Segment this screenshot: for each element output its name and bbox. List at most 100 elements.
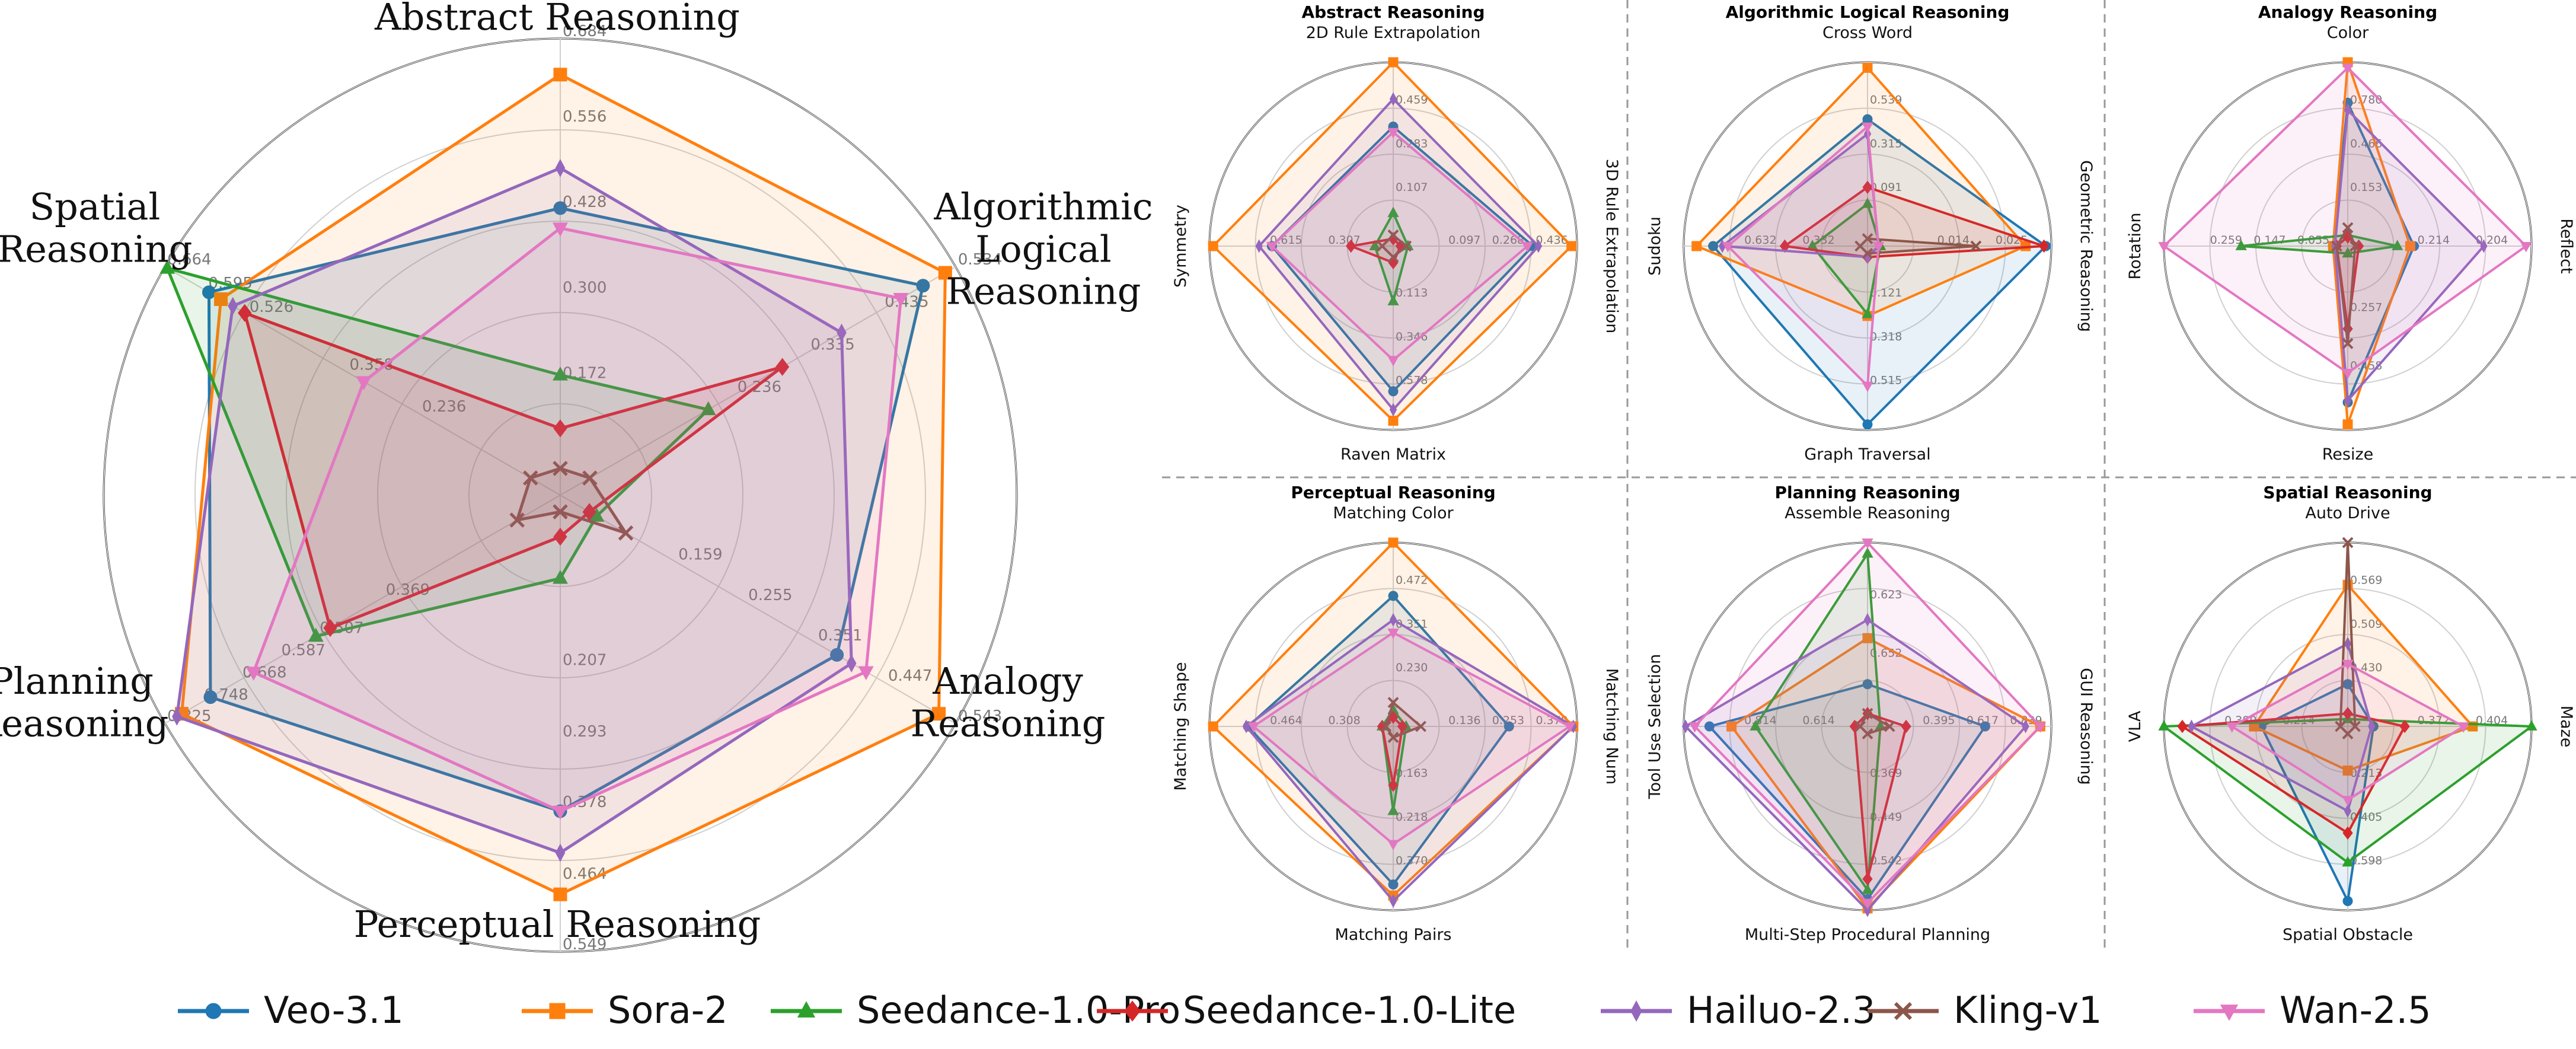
radar-tick-label: 0.335 xyxy=(810,336,854,353)
series-point-kling-v1 xyxy=(1387,251,1399,263)
series-point-wan-2-5 xyxy=(1862,381,1873,393)
axis-label-2d-rule-extrapolation: 2D Rule Extrapolation xyxy=(1306,24,1481,42)
series-point-seedance-1-0-pro xyxy=(700,401,716,416)
series-point-hailuo-2-3 xyxy=(2344,103,2352,117)
series-point-hailuo-2-3 xyxy=(172,707,182,726)
radar-tick-label: 0.464 xyxy=(1270,714,1302,727)
series-wan-2-5 xyxy=(1722,122,1885,393)
series-point-kling-v1 xyxy=(509,512,525,528)
series-hailuo-2-3 xyxy=(1681,613,2029,917)
series-point-hailuo-2-3 xyxy=(2344,804,2352,818)
radar-tick-label: 0.163 xyxy=(1396,767,1428,780)
series-seedance-1-0-pro xyxy=(1806,197,1886,318)
series-point-veo-3-1 xyxy=(916,279,930,293)
series-point-sora-2 xyxy=(553,887,567,901)
radar-tick-label: 0.447 xyxy=(888,667,932,685)
axis-label-algorithmic-logical-reasoning: Algorithmic Logical Reasoning xyxy=(933,185,1153,313)
radar-tick-label: 0.207 xyxy=(563,651,607,669)
axis-label-auto-drive: Auto Drive xyxy=(2305,504,2390,522)
radar-tick-label: 0.632 xyxy=(1744,234,1776,247)
legend-marker xyxy=(205,1003,222,1019)
series-point-wan-2-5 xyxy=(1872,242,1885,253)
series-point-kling-v1 xyxy=(2335,720,2347,732)
legend-label: Kling-v1 xyxy=(1953,989,2102,1032)
series-point-kling-v1 xyxy=(1884,720,1895,732)
radar-tick-label: 0.230 xyxy=(1396,661,1428,674)
radar-tick-label: 0.315 xyxy=(1870,137,1902,150)
series-wan-2-5 xyxy=(2158,63,2532,380)
axis-label-rotation: Rotation xyxy=(2126,213,2144,280)
axis-label-gui-reasoning: GUI Reasoning xyxy=(2077,668,2095,785)
axis-label-3d-rule-extrapolation: 3D Rule Extrapolation xyxy=(1603,159,1621,334)
series-point-seedance-1-0-lite xyxy=(1862,180,1873,195)
series-kling-v1 xyxy=(1854,233,1982,259)
series-point-seedance-1-0-lite xyxy=(2038,239,2050,253)
radar-tick-label: 0.236 xyxy=(738,378,781,396)
series-point-seedance-1-0-lite xyxy=(1862,872,1873,886)
series-point-sora-2 xyxy=(1862,633,1873,643)
axis-label-raven-matrix: Raven Matrix xyxy=(1340,445,1446,464)
series-point-hailuo-2-3 xyxy=(1389,403,1397,417)
series-point-seedance-1-0-pro xyxy=(1862,197,1873,208)
series-point-wan-2-5 xyxy=(1266,242,1278,253)
series-wan-2-5 xyxy=(1266,127,1533,366)
series-point-seedance-1-0-lite xyxy=(2177,719,2188,734)
radar-tick-label: 0.459 xyxy=(1396,94,1428,107)
series-hailuo-2-3 xyxy=(172,159,857,862)
series-point-kling-v1 xyxy=(2342,537,2354,549)
radar-tick-label: 0.684 xyxy=(563,23,607,40)
series-kling-v1 xyxy=(1854,707,1895,739)
series-point-seedance-1-0-lite xyxy=(553,528,567,546)
radar-spoke xyxy=(560,266,956,496)
axis-label-maze: Maze xyxy=(2557,706,2575,748)
legend-item-sora-2: Sora-2 xyxy=(522,989,728,1032)
series-point-wan-2-5 xyxy=(2342,796,2354,806)
legend-item-hailuo-2-3: Hailuo-2.3 xyxy=(1601,989,1875,1032)
panel-title: Analogy Reasoning xyxy=(2258,2,2437,22)
radar-tick-label: 0.449 xyxy=(1870,811,1902,824)
series-point-wan-2-5 xyxy=(2342,369,2354,380)
series-point-wan-2-5 xyxy=(1387,629,1399,639)
series-point-wan-2-5 xyxy=(1862,898,1873,910)
radar-tick-label: 0.308 xyxy=(1328,714,1360,727)
series-point-sora-2 xyxy=(1388,57,1399,68)
series-point-hailuo-2-3 xyxy=(1534,239,1543,253)
radar-tick-label: 0.515 xyxy=(1870,374,1902,387)
series-point-seedance-1-0-pro xyxy=(1862,308,1873,318)
series-point-kling-v1 xyxy=(1376,240,1388,252)
axis-label-cross-word: Cross Word xyxy=(1822,24,1913,42)
series-point-sora-2 xyxy=(1208,241,1218,251)
series-point-kling-v1 xyxy=(523,470,538,486)
series-point-wan-2-5 xyxy=(2342,63,2354,74)
series-point-kling-v1 xyxy=(1387,229,1399,241)
axis-label-tool-use-selection: Tool Use Selection xyxy=(1646,654,1664,799)
axis-label-geometric-reasoning: Geometric Reasoning xyxy=(2077,160,2095,332)
series-point-veo-3-1 xyxy=(202,285,216,299)
series-point-kling-v1 xyxy=(618,525,634,541)
radar-tick-label: 0.218 xyxy=(1396,811,1428,824)
radar-tick-label: 0.464 xyxy=(563,865,607,883)
legend-marker xyxy=(549,1003,566,1019)
series-point-seedance-1-0-pro xyxy=(1862,547,1873,558)
axis-label-multi-step-procedural-planning: Multi-Step Procedural Planning xyxy=(1745,926,1990,944)
series-wan-2-5 xyxy=(245,222,909,820)
radar-tick-label: 0.097 xyxy=(1448,234,1480,247)
series-point-wan-2-5 xyxy=(1722,242,1734,253)
series-area-wan-2-5 xyxy=(1693,541,2042,904)
radar-tick-label: 0.623 xyxy=(1870,588,1902,601)
series-point-wan-2-5 xyxy=(553,805,568,820)
series-point-sora-2 xyxy=(2342,765,2353,776)
axis-label-matching-pairs: Matching Pairs xyxy=(1335,926,1451,944)
series-point-veo-3-1 xyxy=(1388,386,1399,397)
series-point-veo-3-1 xyxy=(2342,896,2353,906)
radar-tick-label: 0.664 xyxy=(167,251,211,269)
series-point-kling-v1 xyxy=(1862,707,1873,719)
legend-item-veo-3-1: Veo-3.1 xyxy=(178,989,404,1032)
series-point-kling-v1 xyxy=(1380,720,1392,732)
axis-label-matching-color: Matching Color xyxy=(1333,504,1454,522)
series-point-hailuo-2-3 xyxy=(2344,393,2352,407)
main-radar: 0.1720.3000.4280.5560.6840.2360.3350.435… xyxy=(0,0,1153,954)
